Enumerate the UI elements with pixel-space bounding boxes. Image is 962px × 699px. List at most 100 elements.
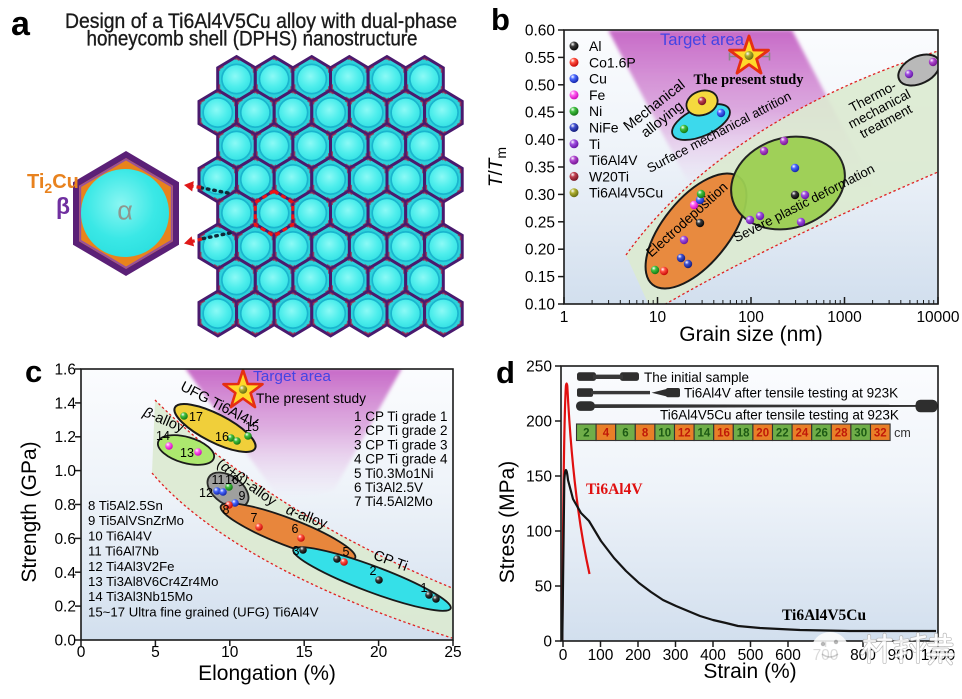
svg-text:4: 4 (603, 428, 610, 440)
svg-text:14 Ti3Al3Nb15Mo: 14 Ti3Al3Nb15Mo (88, 589, 193, 604)
svg-text:10: 10 (225, 473, 239, 487)
svg-text:0.20: 0.20 (525, 242, 556, 259)
svg-text:10 Ti6Al4V: 10 Ti6Al4V (88, 528, 152, 543)
svg-text:5: 5 (343, 545, 350, 559)
svg-text:0: 0 (559, 647, 568, 664)
svg-text:Stress (MPa): Stress (MPa) (496, 461, 519, 584)
svg-text:0.25: 0.25 (525, 214, 555, 231)
svg-text:9: 9 (239, 489, 246, 503)
svg-text:20: 20 (370, 644, 388, 661)
svg-text:22: 22 (776, 428, 789, 440)
svg-text:18: 18 (737, 428, 750, 440)
svg-text:6: 6 (622, 428, 628, 440)
svg-text:The present study: The present study (256, 390, 366, 406)
svg-text:12: 12 (199, 486, 213, 500)
svg-text:100: 100 (738, 309, 764, 326)
svg-text:30: 30 (854, 428, 867, 440)
svg-text:NiFe: NiFe (589, 120, 619, 136)
svg-text:Target area: Target area (253, 368, 332, 385)
svg-text:Elongation (%): Elongation (%) (198, 662, 336, 685)
svg-text:600: 600 (775, 647, 801, 664)
svg-text:5 Ti0.3Mo1Ni: 5 Ti0.3Mo1Ni (354, 466, 434, 481)
svg-text:Ti6Al4V after tensile testing: Ti6Al4V after tensile testing at 923K (684, 386, 898, 401)
svg-text:0: 0 (77, 644, 86, 661)
svg-text:50: 50 (535, 579, 553, 596)
svg-text:0.55: 0.55 (525, 50, 555, 67)
svg-text:2 CP Ti grade 2: 2 CP Ti grade 2 (354, 423, 448, 438)
svg-text:0.8: 0.8 (54, 497, 76, 514)
svg-text:c: c (25, 354, 42, 389)
svg-text:T/Tm: T/Tm (486, 147, 509, 187)
svg-text:0.6: 0.6 (54, 531, 76, 548)
svg-text:honeycomb shell (DPHS) nanostr: honeycomb shell (DPHS) nanostructure (87, 27, 418, 51)
svg-text:Ni: Ni (589, 103, 602, 119)
svg-text:0.40: 0.40 (525, 132, 556, 149)
svg-text:The present study: The present study (694, 72, 804, 88)
svg-text:4 CP Ti grade 4: 4 CP Ti grade 4 (354, 452, 448, 467)
svg-text:12 Ti4Al3V2Fe: 12 Ti4Al3V2Fe (88, 559, 175, 574)
svg-text:0.45: 0.45 (525, 105, 555, 122)
svg-text:16: 16 (215, 430, 229, 444)
svg-text:0.60: 0.60 (525, 23, 556, 40)
svg-text:0.30: 0.30 (525, 187, 556, 204)
svg-text:1 CP Ti grade 1: 1 CP Ti grade 1 (354, 409, 448, 424)
svg-text:1.6: 1.6 (54, 362, 76, 379)
svg-text:100: 100 (526, 524, 552, 541)
svg-text:28: 28 (835, 428, 848, 440)
svg-text:9 Ti5AlVSnZrMo: 9 Ti5AlVSnZrMo (88, 513, 184, 528)
svg-text:400: 400 (700, 647, 726, 664)
svg-text:Ti6Al4V: Ti6Al4V (589, 152, 638, 168)
svg-text:8: 8 (223, 503, 230, 517)
svg-text:Ti2Cu: Ti2Cu (27, 171, 79, 196)
svg-text:10: 10 (658, 428, 671, 440)
svg-text:200: 200 (625, 647, 651, 664)
svg-text:12: 12 (678, 428, 691, 440)
svg-text:6 Ti3Al2.5V: 6 Ti3Al2.5V (354, 480, 423, 495)
svg-text:Design of a Ti6Al4V5Cu alloy w: Design of a Ti6Al4V5Cu alloy with dual-p… (65, 9, 457, 33)
svg-text:Ti6Al4V: Ti6Al4V (586, 481, 643, 498)
svg-text:13: 13 (180, 446, 194, 460)
svg-text:cm: cm (894, 426, 911, 440)
svg-text:2: 2 (370, 564, 377, 578)
svg-text:Ti: Ti (589, 136, 600, 152)
svg-text:Fe: Fe (589, 87, 606, 103)
svg-text:500: 500 (738, 647, 764, 664)
svg-text:11 Ti6Al7Nb: 11 Ti6Al7Nb (88, 544, 159, 559)
svg-text:The initial sample: The initial sample (644, 370, 749, 385)
svg-text:11: 11 (212, 473, 225, 487)
svg-text:Strain (%): Strain (%) (703, 660, 796, 683)
svg-text:Cu: Cu (589, 71, 607, 87)
svg-text:b: b (491, 2, 510, 37)
svg-text:17: 17 (189, 410, 203, 424)
svg-text:16: 16 (717, 428, 730, 440)
svg-text:a: a (11, 5, 31, 43)
svg-text:α: α (117, 196, 133, 226)
svg-text:10: 10 (221, 644, 239, 661)
svg-text:7 Ti4.5Al2Mo: 7 Ti4.5Al2Mo (354, 494, 433, 509)
svg-text:100: 100 (588, 647, 614, 664)
svg-text:Grain size (nm): Grain size (nm) (679, 323, 823, 346)
svg-text:25: 25 (444, 644, 461, 661)
svg-text:24: 24 (796, 428, 809, 440)
svg-text:250: 250 (526, 359, 552, 376)
svg-text:1.4: 1.4 (54, 395, 76, 412)
svg-text:W20Ti: W20Ti (589, 168, 629, 184)
svg-text:β: β (56, 193, 70, 219)
svg-text:13 Ti3Al8V6Cr4Zr4Mo: 13 Ti3Al8V6Cr4Zr4Mo (88, 574, 218, 589)
svg-text:14: 14 (156, 429, 170, 443)
svg-text:1.0: 1.0 (54, 463, 76, 480)
svg-text:Co1.6P: Co1.6P (589, 54, 636, 70)
svg-text:15: 15 (296, 644, 313, 661)
svg-text:5: 5 (151, 644, 160, 661)
svg-text:7: 7 (251, 511, 258, 525)
svg-text:0: 0 (543, 634, 552, 651)
svg-text:0.2: 0.2 (54, 599, 76, 616)
svg-text:0.35: 0.35 (525, 160, 555, 177)
svg-text:1.2: 1.2 (54, 429, 76, 446)
svg-text:1: 1 (560, 309, 569, 326)
svg-text:Ti6Al4V5Cu after tensile testi: Ti6Al4V5Cu after tensile testing at 923K (660, 408, 899, 423)
svg-text:10000: 10000 (916, 309, 959, 326)
svg-text:300: 300 (663, 647, 689, 664)
svg-text:32: 32 (874, 428, 887, 440)
svg-text:Target area: Target area (660, 31, 745, 49)
